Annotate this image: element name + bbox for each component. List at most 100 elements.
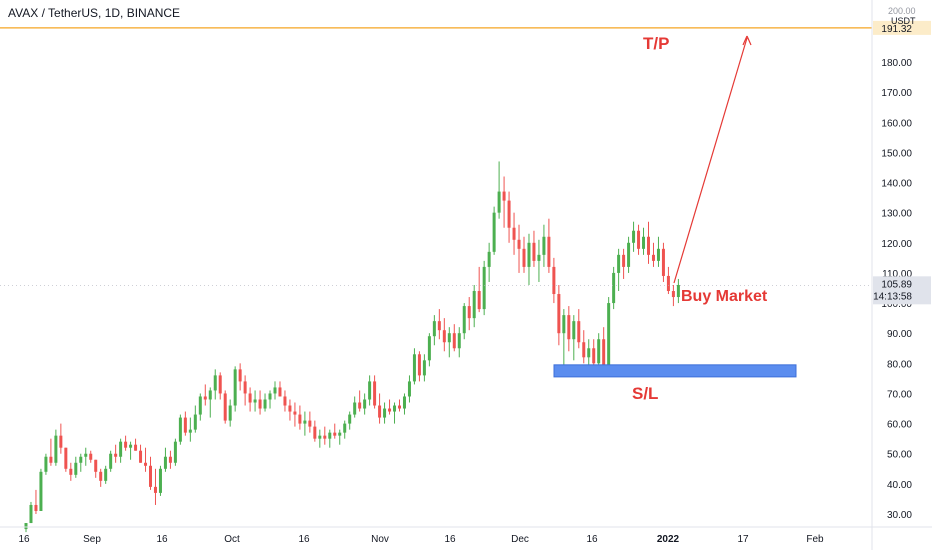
current-price-tag	[873, 276, 931, 305]
candle-body	[602, 339, 606, 367]
symbol-title: AVAX / TetherUS, 1D, BINANCE	[8, 6, 181, 20]
candle-body	[447, 333, 451, 343]
x-tick-label: 16	[586, 534, 598, 545]
candle-body	[213, 375, 217, 391]
candle-body	[467, 306, 471, 319]
candle-body	[547, 236, 551, 267]
candle-body	[84, 453, 88, 457]
tp-price-tag-text: 191.32	[881, 24, 912, 35]
candle-body	[482, 266, 486, 310]
candle-body	[198, 396, 202, 415]
candle-body	[622, 254, 626, 267]
candle-body	[412, 354, 416, 382]
candle-body	[487, 251, 491, 267]
candle-body	[383, 408, 387, 418]
candle-body	[353, 402, 357, 415]
candle-body	[442, 330, 446, 343]
candle-body	[153, 486, 157, 493]
candle-body	[388, 408, 392, 412]
x-tick-label: 17	[737, 534, 749, 545]
candle-body	[393, 405, 397, 412]
candle-body	[69, 468, 73, 475]
candle-body	[29, 504, 33, 524]
candle-body	[642, 236, 646, 249]
y-tick-label: 40.00	[887, 480, 912, 491]
candle-body	[417, 354, 421, 376]
candle-body	[248, 393, 252, 403]
candle-body	[104, 468, 108, 481]
candle-body	[363, 399, 367, 409]
candle-body	[94, 459, 98, 472]
candle-body	[158, 468, 162, 493]
candle-body	[472, 291, 476, 319]
candle-body	[144, 462, 148, 466]
candle-body	[328, 432, 332, 439]
sl-label: S/L	[632, 384, 658, 403]
candle-body	[238, 369, 242, 382]
candle-body	[597, 339, 601, 364]
candle-body	[139, 450, 143, 463]
candle-body	[407, 381, 411, 397]
candle-body	[208, 390, 212, 400]
candle-body	[308, 420, 312, 427]
candle-body	[178, 417, 182, 442]
candle-body	[647, 236, 650, 255]
tp-price-tag	[873, 20, 931, 35]
candle-body	[168, 456, 172, 463]
candle-body	[676, 284, 680, 298]
candle-body	[79, 456, 83, 463]
candle-body	[627, 242, 631, 267]
candle-body	[592, 348, 596, 364]
stop-loss-zone	[553, 364, 797, 378]
candle-body	[661, 248, 665, 276]
candle-body	[542, 236, 546, 255]
y-tick-label: 90.00	[887, 329, 912, 340]
x-tick-label: 16	[298, 534, 310, 545]
candle-body	[298, 414, 302, 424]
candle-body	[422, 360, 426, 376]
candle-body	[54, 435, 58, 463]
candle-body	[656, 248, 660, 261]
candle-body	[109, 453, 113, 469]
candle-body	[333, 432, 337, 436]
candle-body	[557, 294, 561, 334]
target-arrow-line	[673, 37, 748, 284]
candle-body	[562, 315, 566, 334]
candle-body	[173, 441, 177, 463]
candle-body	[343, 423, 347, 433]
x-tick-label: 16	[156, 534, 168, 545]
candle-body	[577, 321, 581, 343]
candle-body	[527, 242, 531, 267]
candle-body	[522, 248, 526, 267]
x-tick-label: 16	[18, 534, 30, 545]
countdown-text: 14:13:58	[873, 291, 912, 302]
candle-body	[402, 396, 406, 409]
candle-body	[502, 191, 506, 201]
candle-body	[59, 435, 63, 448]
candle-body	[512, 227, 516, 240]
y-tick-label: 60.00	[887, 420, 912, 431]
candle-body	[497, 191, 501, 213]
candle-body	[348, 414, 352, 424]
candle-body	[243, 381, 247, 394]
candle-body	[537, 254, 541, 261]
axis-top-value: 200.00	[888, 6, 916, 16]
y-tick-label: 50.00	[887, 450, 912, 461]
x-tick-label: Oct	[224, 534, 240, 545]
y-tick-label: 160.00	[881, 118, 912, 129]
candle-body	[567, 315, 571, 340]
y-tick-label: 170.00	[881, 88, 912, 99]
axis-currency-text: USDT	[891, 16, 916, 26]
x-tick-label: Feb	[806, 534, 824, 545]
candle-body	[358, 402, 362, 409]
candle-body	[532, 242, 536, 261]
candle-body	[233, 369, 237, 406]
target-arrowhead	[742, 35, 752, 46]
candle-body	[99, 471, 103, 481]
candle-body	[378, 405, 382, 418]
candle-body	[283, 396, 287, 406]
candle-body	[24, 523, 28, 530]
candle-body	[432, 321, 436, 337]
